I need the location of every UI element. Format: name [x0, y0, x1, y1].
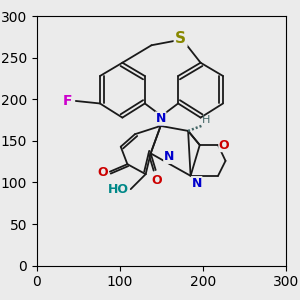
Text: O: O	[219, 139, 230, 152]
Text: N: N	[155, 112, 166, 125]
Text: N: N	[191, 177, 202, 190]
Text: F: F	[63, 94, 73, 108]
Text: N: N	[164, 150, 174, 163]
Text: HO: HO	[108, 184, 129, 196]
Text: O: O	[98, 166, 108, 179]
Polygon shape	[158, 116, 164, 125]
Text: H: H	[202, 115, 211, 125]
Text: S: S	[175, 31, 186, 46]
Text: O: O	[151, 174, 162, 187]
